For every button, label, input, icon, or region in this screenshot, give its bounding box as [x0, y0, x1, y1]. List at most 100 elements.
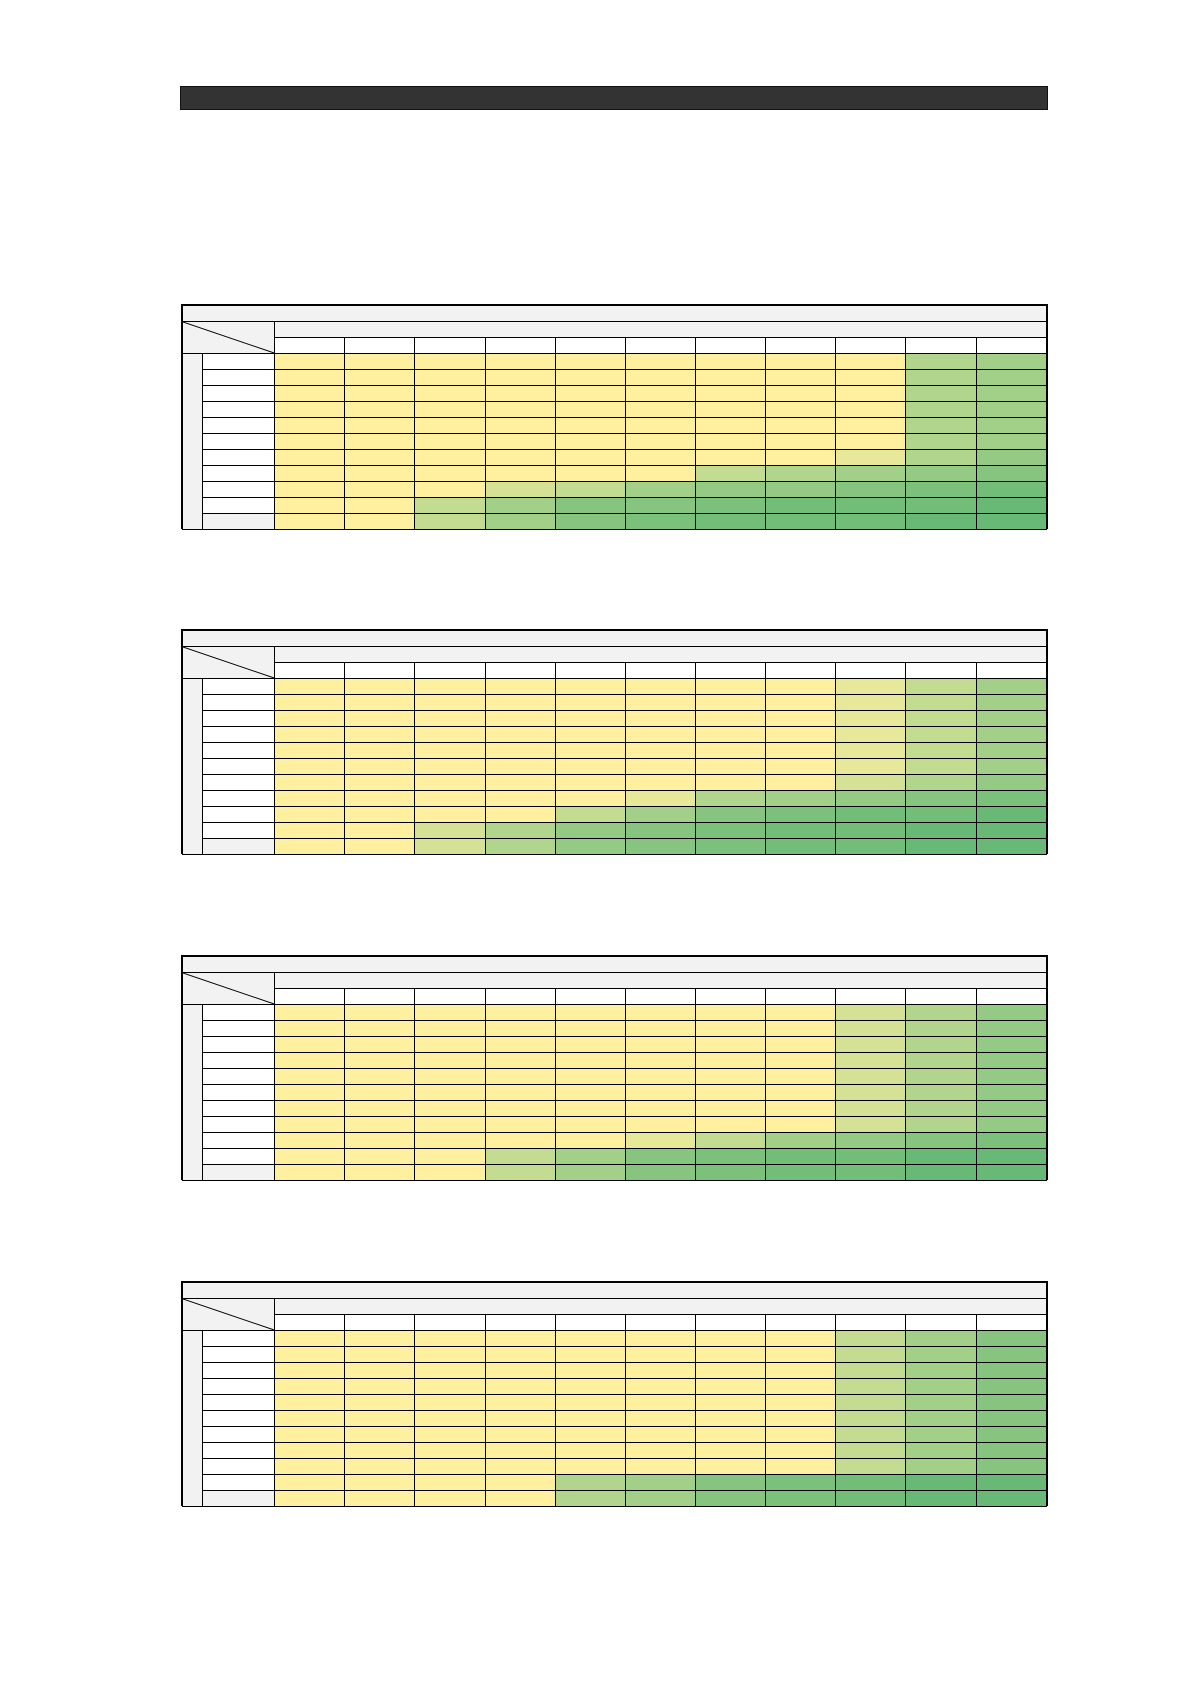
- heat-cell: [905, 1036, 977, 1053]
- heat-cell: [624, 678, 697, 695]
- heat-cell: [484, 1116, 556, 1133]
- heat-cell: [274, 758, 346, 775]
- heat-cell: [484, 694, 556, 711]
- heat-cell: [975, 385, 1048, 402]
- heat-cell: [554, 1474, 626, 1491]
- heat-cell: [695, 1394, 767, 1411]
- heat-cell: [624, 710, 697, 727]
- heat-cell: [344, 1474, 416, 1491]
- heat-cell: [695, 726, 767, 743]
- heat-cell: [835, 1116, 907, 1133]
- heat-cell: [975, 742, 1048, 759]
- heat-cell: [274, 790, 346, 807]
- heat-cell: [274, 1442, 346, 1459]
- heat-cell: [695, 481, 767, 498]
- heat-cell: [624, 742, 697, 759]
- row-header-cell: [202, 678, 276, 695]
- heat-cell: [975, 417, 1048, 434]
- heat-cell: [624, 1020, 697, 1037]
- row-header-cell: [202, 1116, 276, 1133]
- heat-cell: [274, 417, 346, 434]
- heat-cell: [835, 417, 907, 434]
- heat-cell: [344, 1116, 416, 1133]
- heat-cell: [695, 1036, 767, 1053]
- heat-cell: [344, 1132, 416, 1149]
- heat-cell: [765, 1148, 837, 1165]
- row-header-cell: [202, 497, 276, 514]
- heat-cell: [484, 1004, 556, 1021]
- heat-cell: [905, 758, 977, 775]
- row-header-cell: [202, 838, 276, 855]
- heat-cell: [484, 742, 556, 759]
- heat-cell: [695, 1132, 767, 1149]
- column-header-cell: [835, 1314, 907, 1331]
- heat-cell: [905, 1426, 977, 1443]
- heat-cell: [554, 385, 626, 402]
- heat-cell: [905, 1458, 977, 1475]
- heat-cell: [554, 481, 626, 498]
- heat-cell: [484, 1362, 556, 1379]
- heat-cell: [835, 1020, 907, 1037]
- heat-cell: [274, 465, 346, 482]
- row-header-cell: [202, 449, 276, 466]
- heat-cell: [484, 481, 556, 498]
- column-header-cell: [695, 662, 767, 679]
- heat-cell: [554, 1020, 626, 1037]
- heat-cell: [344, 742, 416, 759]
- heat-cell: [274, 838, 346, 855]
- column-header-cell: [905, 662, 977, 679]
- row-header-cell: [202, 822, 276, 839]
- heat-cell: [975, 1100, 1048, 1117]
- heat-cell: [695, 1426, 767, 1443]
- heat-cell: [695, 1148, 767, 1165]
- heat-cell: [344, 1362, 416, 1379]
- column-header-cell: [765, 988, 837, 1005]
- heat-cell: [554, 1330, 626, 1347]
- heat-cell: [975, 1020, 1048, 1037]
- heat-cell: [344, 353, 416, 370]
- heat-cell: [414, 726, 486, 743]
- heat-cell: [835, 433, 907, 450]
- heat-cell: [344, 1346, 416, 1363]
- heat-cell: [554, 1084, 626, 1101]
- heat-cell: [554, 710, 626, 727]
- heat-cell: [905, 1410, 977, 1427]
- heat-cell: [274, 1346, 346, 1363]
- heat-cell: [835, 481, 907, 498]
- corner-header-cell: [181, 972, 276, 1005]
- heat-cell: [274, 1458, 346, 1475]
- heat-cell: [274, 678, 346, 695]
- heat-cell: [695, 1084, 767, 1101]
- row-header-cell: [202, 742, 276, 759]
- heat-cell: [414, 1148, 486, 1165]
- column-group-header: [274, 972, 1047, 989]
- heat-cell: [624, 401, 697, 418]
- heat-cell: [905, 710, 977, 727]
- heat-cell: [624, 1004, 697, 1021]
- table-caption-band: [182, 305, 1047, 322]
- heat-cell: [975, 1346, 1048, 1363]
- heat-cell: [274, 806, 346, 823]
- heat-cell: [484, 1148, 556, 1165]
- heat-cell: [975, 1004, 1048, 1021]
- heat-cell: [765, 417, 837, 434]
- table-caption-band: [182, 1282, 1047, 1299]
- row-header-cell: [202, 1164, 276, 1181]
- heat-cell: [905, 449, 977, 466]
- heat-cell: [344, 1068, 416, 1085]
- column-header-cell: [624, 988, 697, 1005]
- heat-cell: [905, 1068, 977, 1085]
- heat-cell: [274, 1020, 346, 1037]
- heat-cell: [975, 1426, 1048, 1443]
- heat-cell: [695, 433, 767, 450]
- heat-cell: [484, 758, 556, 775]
- heat-cell: [274, 481, 346, 498]
- heat-cell: [274, 1132, 346, 1149]
- heat-cell: [975, 1394, 1048, 1411]
- heat-cell: [274, 1084, 346, 1101]
- row-header-cell: [202, 1442, 276, 1459]
- heat-cell: [484, 1490, 556, 1507]
- heat-cell: [695, 678, 767, 695]
- heat-cell: [975, 1164, 1048, 1181]
- heat-cell: [765, 1330, 837, 1347]
